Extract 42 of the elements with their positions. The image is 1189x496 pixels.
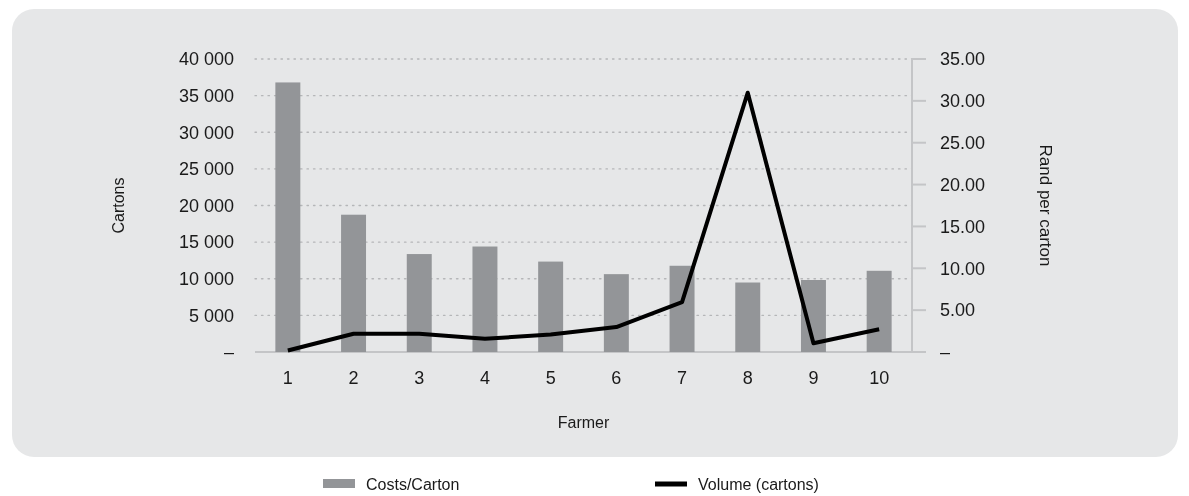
- y-axis-title: Cartons: [110, 177, 127, 234]
- y2-tick-label: 35.00: [940, 49, 986, 70]
- legend-label: Costs/Carton: [366, 475, 460, 493]
- bar: [538, 261, 564, 352]
- x-tick-label: 6: [611, 368, 622, 388]
- y-tick-label: 30 000: [178, 122, 234, 143]
- y2-tick-label: 10.00: [940, 258, 986, 279]
- bar: [275, 82, 301, 352]
- y2-tick-label: 15.00: [940, 216, 986, 237]
- y-tick-label: 10 000: [178, 269, 234, 290]
- y2-axis-title: Rand per carton: [1036, 144, 1055, 267]
- x-axis-title: Farmer: [557, 414, 610, 431]
- y-tick-label: 40 000: [178, 49, 234, 70]
- x-tick-label: 2: [348, 368, 359, 388]
- y2-tick-label: –: [940, 342, 951, 363]
- x-tick-label: 10: [869, 368, 890, 388]
- x-tick-label: 5: [545, 368, 556, 388]
- y-tick-label: 5 000: [188, 305, 234, 326]
- y-tick-label: 20 000: [178, 195, 234, 216]
- x-tick-label: 4: [479, 368, 490, 388]
- x-tick-label: 9: [808, 368, 819, 388]
- bar: [603, 274, 629, 352]
- x-tick-label: 7: [677, 368, 688, 388]
- x-tick-label: 1: [282, 368, 293, 388]
- y-tick-label: 25 000: [178, 159, 234, 180]
- bar: [866, 270, 892, 352]
- y2-tick-label: 25.00: [940, 133, 986, 154]
- x-tick-label: 8: [742, 368, 753, 388]
- bar: [341, 214, 367, 352]
- legend-label: Volume (cartons): [698, 475, 819, 493]
- y2-tick-label: 20.00: [940, 174, 986, 195]
- y-tick-label: 15 000: [178, 232, 234, 253]
- y-tick-label: 35 000: [178, 85, 234, 106]
- bar: [406, 254, 432, 352]
- y2-tick-label: 30.00: [940, 91, 986, 112]
- x-tick-label: 3: [414, 368, 425, 388]
- line-series: [285, 90, 882, 353]
- bar: [735, 282, 761, 352]
- y-tick-label: –: [223, 342, 234, 363]
- y2-tick-label: 5.00: [940, 300, 976, 321]
- bar: [669, 265, 695, 352]
- bar: [472, 246, 498, 352]
